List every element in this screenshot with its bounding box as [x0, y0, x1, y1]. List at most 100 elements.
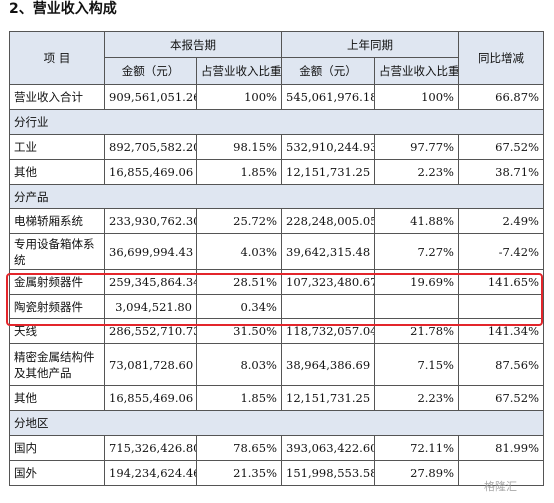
prev-amount — [281, 294, 375, 319]
cur-share: 100% — [196, 84, 282, 110]
prev-share: 41.88% — [374, 208, 459, 234]
yoy-change: 87.56% — [458, 343, 544, 386]
row-label: 其他 — [9, 385, 105, 411]
table-row: 专用设备箱体系统 36,699,994.43 4.03% 39,642,315.… — [9, 233, 544, 270]
cur-share: 4.03% — [196, 233, 282, 270]
header-prev-share: 占营业收入比重 — [374, 57, 459, 85]
table-row: 国内 715,326,426.80 78.65% 393,063,422.60 … — [9, 435, 544, 461]
table-row-total: 营业收入合计 909,561,051.26 100% 545,061,976.1… — [9, 84, 544, 110]
section-label: 分产品 — [9, 184, 544, 209]
header-row-2: 金额（元） 占营业收入比重 金额（元） 占营业收入比重 — [10, 57, 544, 85]
watermark-logo: 格隆汇 — [484, 480, 517, 493]
prev-amount: 151,998,553.58 — [281, 460, 375, 486]
prev-amount: 12,151,731.25 — [281, 159, 375, 185]
row-label: 金属射频器件 — [9, 269, 105, 295]
header-prev-amount: 金额（元） — [281, 57, 375, 85]
table-row: 天线 286,552,710.73 31.50% 118,732,057.04 … — [9, 318, 544, 344]
cur-share: 1.85% — [196, 159, 282, 185]
cur-amount: 233,930,762.30 — [104, 208, 197, 234]
yoy-change — [458, 460, 544, 486]
cur-amount: 909,561,051.26 — [104, 84, 197, 110]
row-label: 天线 — [9, 318, 105, 344]
row-label: 营业收入合计 — [9, 84, 105, 110]
prev-amount: 532,910,244.93 — [281, 134, 375, 160]
yoy-change: 66.87% — [458, 84, 544, 110]
prev-share: 97.77% — [374, 134, 459, 160]
prev-share: 2.23% — [374, 159, 459, 185]
revenue-table: 项 目 本报告期 上年同期 同比增减 金额（元） 占营业收入比重 金额（元） 占… — [9, 31, 544, 486]
prev-amount: 118,732,057.04 — [281, 318, 375, 344]
cur-share: 78.65% — [196, 435, 282, 461]
row-label: 其他 — [9, 159, 105, 185]
cur-share: 28.51% — [196, 269, 282, 295]
header-cur-share: 占营业收入比重 — [196, 57, 282, 85]
cur-amount: 36,699,994.43 — [104, 233, 197, 270]
section-label: 分行业 — [9, 109, 544, 135]
cur-amount: 286,552,710.73 — [104, 318, 197, 344]
yoy-change — [458, 294, 544, 319]
yoy-change: 2.49% — [458, 208, 544, 234]
yoy-change: 141.34% — [458, 318, 544, 344]
cur-amount: 194,234,624.46 — [104, 460, 197, 486]
row-label: 专用设备箱体系统 — [9, 233, 105, 270]
prev-share: 72.11% — [374, 435, 459, 461]
cur-share: 98.15% — [196, 134, 282, 160]
prev-share: 7.27% — [374, 233, 459, 270]
cur-amount: 73,081,728.60 — [104, 343, 197, 386]
prev-share: 2.23% — [374, 385, 459, 411]
section-row-product: 分产品 — [9, 184, 544, 209]
prev-amount: 545,061,976.18 — [281, 84, 375, 110]
prev-share: 100% — [374, 84, 459, 110]
prev-amount: 12,151,731.25 — [281, 385, 375, 411]
cur-share: 25.72% — [196, 208, 282, 234]
yoy-change: 67.52% — [458, 134, 544, 160]
row-label: 精密金属结构件及其他产品 — [9, 343, 105, 386]
row-label: 工业 — [9, 134, 105, 160]
header-yoy: 同比增减 — [458, 31, 544, 85]
header-cur-amount: 金额（元） — [104, 57, 197, 85]
section-label: 分地区 — [9, 410, 544, 436]
cur-amount: 16,855,469.06 — [104, 385, 197, 411]
row-label: 国内 — [9, 435, 105, 461]
yoy-change: 67.52% — [458, 385, 544, 411]
cur-amount: 715,326,426.80 — [104, 435, 197, 461]
table-row: 陶瓷射频器件 3,094,521.80 0.34% — [9, 294, 544, 319]
table-row: 工业 892,705,582.20 98.15% 532,910,244.93 … — [9, 134, 544, 160]
row-label: 电梯轿厢系统 — [9, 208, 105, 234]
yoy-change: 81.99% — [458, 435, 544, 461]
table-row: 国外 194,234,624.46 21.35% 151,998,553.58 … — [9, 460, 544, 486]
row-label: 国外 — [9, 460, 105, 486]
header-prior-period: 上年同期 — [281, 31, 459, 58]
row-label: 陶瓷射频器件 — [9, 294, 105, 319]
cur-share: 8.03% — [196, 343, 282, 386]
header-current-period: 本报告期 — [104, 31, 282, 58]
section-row-region: 分地区 — [9, 410, 544, 436]
cur-amount: 16,855,469.06 — [104, 159, 197, 185]
table-row: 其他 16,855,469.06 1.85% 12,151,731.25 2.2… — [9, 159, 544, 185]
section-row-industry: 分行业 — [9, 109, 544, 135]
prev-share: 21.78% — [374, 318, 459, 344]
prev-share — [374, 294, 459, 319]
cur-amount: 3,094,521.80 — [104, 294, 197, 319]
cur-share: 1.85% — [196, 385, 282, 411]
table-row: 其他 16,855,469.06 1.85% 12,151,731.25 2.2… — [9, 385, 544, 411]
header-item: 项 目 — [9, 31, 105, 85]
cur-share: 31.50% — [196, 318, 282, 344]
prev-amount: 228,248,005.05 — [281, 208, 375, 234]
header-row-1: 项 目 本报告期 上年同期 同比增减 — [9, 31, 544, 85]
table-row: 金属射频器件 259,345,864.34 28.51% 107,323,480… — [9, 269, 544, 295]
table-row: 精密金属结构件及其他产品 73,081,728.60 8.03% 38,964,… — [9, 343, 544, 386]
yoy-change: -7.42% — [458, 233, 544, 270]
prev-share: 27.89% — [374, 460, 459, 486]
prev-amount: 107,323,480.67 — [281, 269, 375, 295]
prev-amount: 393,063,422.60 — [281, 435, 375, 461]
yoy-change: 141.65% — [458, 269, 544, 295]
prev-share: 7.15% — [374, 343, 459, 386]
cur-amount: 259,345,864.34 — [104, 269, 197, 295]
prev-amount: 38,964,386.69 — [281, 343, 375, 386]
prev-amount: 39,642,315.48 — [281, 233, 375, 270]
yoy-change: 38.71% — [458, 159, 544, 185]
section-heading: 2、营业收入构成 — [9, 1, 117, 17]
cur-amount: 892,705,582.20 — [104, 134, 197, 160]
cur-share: 21.35% — [196, 460, 282, 486]
